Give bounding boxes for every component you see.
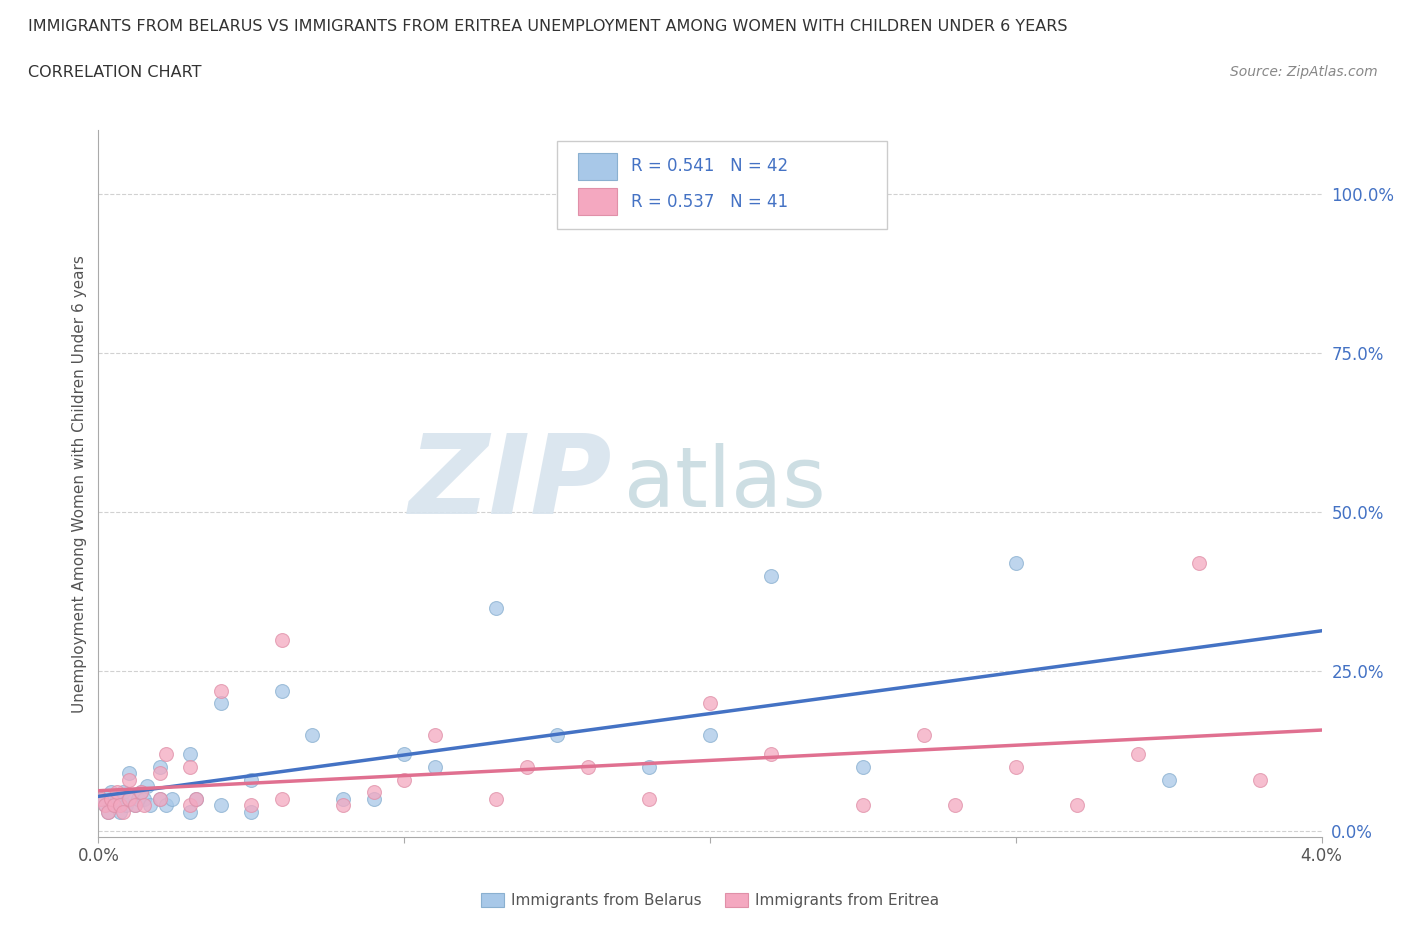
Point bbox=[1249, 772, 1271, 787]
Point bbox=[149, 791, 172, 806]
Point bbox=[209, 798, 232, 813]
Point bbox=[759, 747, 782, 762]
Point bbox=[108, 798, 131, 813]
Point bbox=[179, 760, 201, 775]
Point bbox=[97, 804, 120, 819]
Point bbox=[1004, 760, 1026, 775]
Point bbox=[943, 798, 966, 813]
FancyBboxPatch shape bbox=[557, 140, 887, 229]
Point bbox=[149, 791, 172, 806]
Point bbox=[118, 791, 141, 806]
Point bbox=[332, 798, 354, 813]
Point bbox=[111, 785, 134, 800]
Point bbox=[699, 727, 721, 742]
Point bbox=[90, 791, 112, 806]
Point bbox=[1128, 747, 1150, 762]
Point bbox=[136, 778, 159, 793]
Point bbox=[270, 684, 294, 698]
Point bbox=[270, 632, 294, 647]
Point bbox=[852, 760, 875, 775]
Point bbox=[134, 798, 156, 813]
Point bbox=[186, 791, 208, 806]
Point bbox=[637, 791, 661, 806]
FancyBboxPatch shape bbox=[578, 153, 617, 179]
FancyBboxPatch shape bbox=[578, 188, 617, 215]
Point bbox=[118, 791, 141, 806]
Point bbox=[186, 791, 208, 806]
Point bbox=[105, 785, 128, 800]
Point bbox=[155, 747, 177, 762]
Point bbox=[134, 791, 156, 806]
Point bbox=[103, 798, 125, 813]
Legend: Immigrants from Belarus, Immigrants from Eritrea: Immigrants from Belarus, Immigrants from… bbox=[475, 887, 945, 914]
Point bbox=[392, 772, 416, 787]
Point bbox=[105, 791, 128, 806]
Point bbox=[155, 798, 177, 813]
Point bbox=[124, 798, 146, 813]
Point bbox=[423, 727, 446, 742]
Text: IMMIGRANTS FROM BELARUS VS IMMIGRANTS FROM ERITREA UNEMPLOYMENT AMONG WOMEN WITH: IMMIGRANTS FROM BELARUS VS IMMIGRANTS FR… bbox=[28, 19, 1067, 33]
Point bbox=[129, 785, 152, 800]
Point bbox=[912, 727, 935, 742]
Point bbox=[363, 785, 385, 800]
Point bbox=[111, 804, 134, 819]
Point bbox=[160, 791, 183, 806]
Point bbox=[363, 791, 385, 806]
Point bbox=[759, 568, 782, 583]
Text: CORRELATION CHART: CORRELATION CHART bbox=[28, 65, 201, 80]
Point bbox=[546, 727, 568, 742]
Point bbox=[637, 760, 661, 775]
Text: Source: ZipAtlas.com: Source: ZipAtlas.com bbox=[1230, 65, 1378, 79]
Point bbox=[139, 798, 162, 813]
Point bbox=[240, 804, 263, 819]
Y-axis label: Unemployment Among Women with Children Under 6 years: Unemployment Among Women with Children U… bbox=[72, 255, 87, 712]
Point bbox=[240, 772, 263, 787]
Point bbox=[90, 791, 112, 806]
Point bbox=[392, 747, 416, 762]
Point bbox=[516, 760, 538, 775]
Point bbox=[149, 766, 172, 781]
Point bbox=[118, 772, 141, 787]
Point bbox=[699, 696, 721, 711]
Point bbox=[149, 760, 172, 775]
Point bbox=[209, 696, 232, 711]
Point bbox=[423, 760, 446, 775]
Point bbox=[576, 760, 599, 775]
Point bbox=[1066, 798, 1088, 813]
Point bbox=[127, 791, 149, 806]
Text: R = 0.537   N = 41: R = 0.537 N = 41 bbox=[630, 193, 787, 210]
Text: R = 0.541   N = 42: R = 0.541 N = 42 bbox=[630, 157, 787, 175]
Point bbox=[97, 804, 120, 819]
Point bbox=[100, 791, 122, 806]
Point bbox=[1004, 556, 1026, 571]
Point bbox=[115, 798, 138, 813]
Point bbox=[179, 747, 201, 762]
Text: ZIP: ZIP bbox=[409, 430, 612, 538]
Point bbox=[93, 798, 115, 813]
Point bbox=[103, 798, 125, 813]
Point bbox=[93, 798, 115, 813]
Point bbox=[179, 804, 201, 819]
Point bbox=[852, 798, 875, 813]
Point bbox=[1188, 556, 1211, 571]
Point bbox=[129, 785, 152, 800]
Point bbox=[485, 791, 508, 806]
Point bbox=[108, 804, 131, 819]
Point bbox=[301, 727, 323, 742]
Point bbox=[485, 601, 508, 616]
Point bbox=[179, 798, 201, 813]
Point bbox=[240, 798, 263, 813]
Point bbox=[124, 798, 146, 813]
Text: atlas: atlas bbox=[624, 443, 827, 525]
Point bbox=[332, 791, 354, 806]
Point bbox=[118, 766, 141, 781]
Point bbox=[209, 684, 232, 698]
Point bbox=[270, 791, 294, 806]
Point bbox=[1157, 772, 1180, 787]
Point bbox=[100, 785, 122, 800]
